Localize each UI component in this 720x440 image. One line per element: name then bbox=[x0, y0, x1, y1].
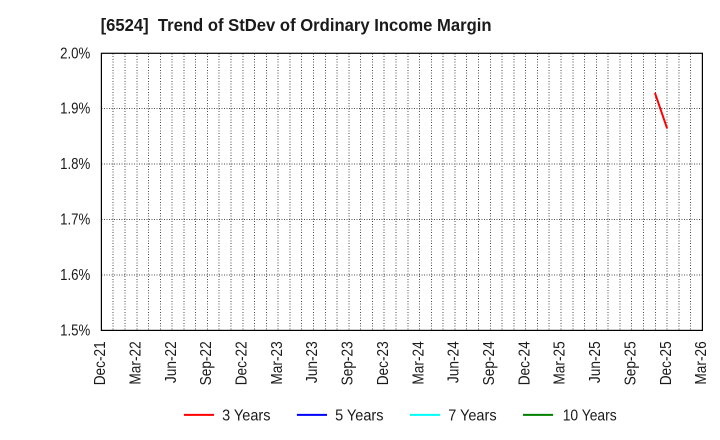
svg-text:Jun-23: Jun-23 bbox=[304, 341, 321, 383]
svg-text:1.6%: 1.6% bbox=[60, 267, 90, 284]
svg-text:5 Years: 5 Years bbox=[335, 408, 383, 425]
svg-text:Sep-22: Sep-22 bbox=[198, 341, 215, 385]
svg-text:Jun-22: Jun-22 bbox=[163, 341, 180, 383]
svg-text:Jun-24: Jun-24 bbox=[446, 341, 463, 383]
svg-text:3 Years: 3 Years bbox=[222, 408, 270, 425]
svg-text:Mar-24: Mar-24 bbox=[410, 341, 427, 385]
svg-text:Mar-22: Mar-22 bbox=[127, 341, 144, 384]
svg-text:Mar-26: Mar-26 bbox=[693, 341, 710, 384]
svg-text:Mar-23: Mar-23 bbox=[269, 341, 286, 384]
svg-text:2.0%: 2.0% bbox=[60, 45, 90, 62]
svg-text:1.5%: 1.5% bbox=[60, 322, 90, 339]
svg-text:7 Years: 7 Years bbox=[448, 408, 496, 425]
svg-text:Dec-24: Dec-24 bbox=[516, 341, 533, 385]
svg-text:1.7%: 1.7% bbox=[60, 212, 90, 229]
svg-text:Dec-21: Dec-21 bbox=[92, 341, 109, 385]
svg-text:Jun-25: Jun-25 bbox=[587, 341, 604, 383]
svg-text:Dec-23: Dec-23 bbox=[375, 341, 392, 385]
svg-text:1.8%: 1.8% bbox=[60, 156, 90, 173]
svg-text:Sep-23: Sep-23 bbox=[340, 341, 357, 385]
svg-text:1.9%: 1.9% bbox=[60, 101, 90, 118]
svg-text:10 Years: 10 Years bbox=[563, 408, 617, 425]
svg-text:Dec-25: Dec-25 bbox=[658, 341, 675, 385]
svg-text:Dec-22: Dec-22 bbox=[234, 341, 251, 385]
svg-text:Sep-25: Sep-25 bbox=[622, 341, 639, 385]
svg-text:Mar-25: Mar-25 bbox=[552, 341, 569, 385]
svg-text:[6524] Trend of StDev of Ordi: [6524] Trend of StDev of Ordinary Income… bbox=[101, 16, 492, 35]
svg-text:Sep-24: Sep-24 bbox=[481, 341, 498, 385]
